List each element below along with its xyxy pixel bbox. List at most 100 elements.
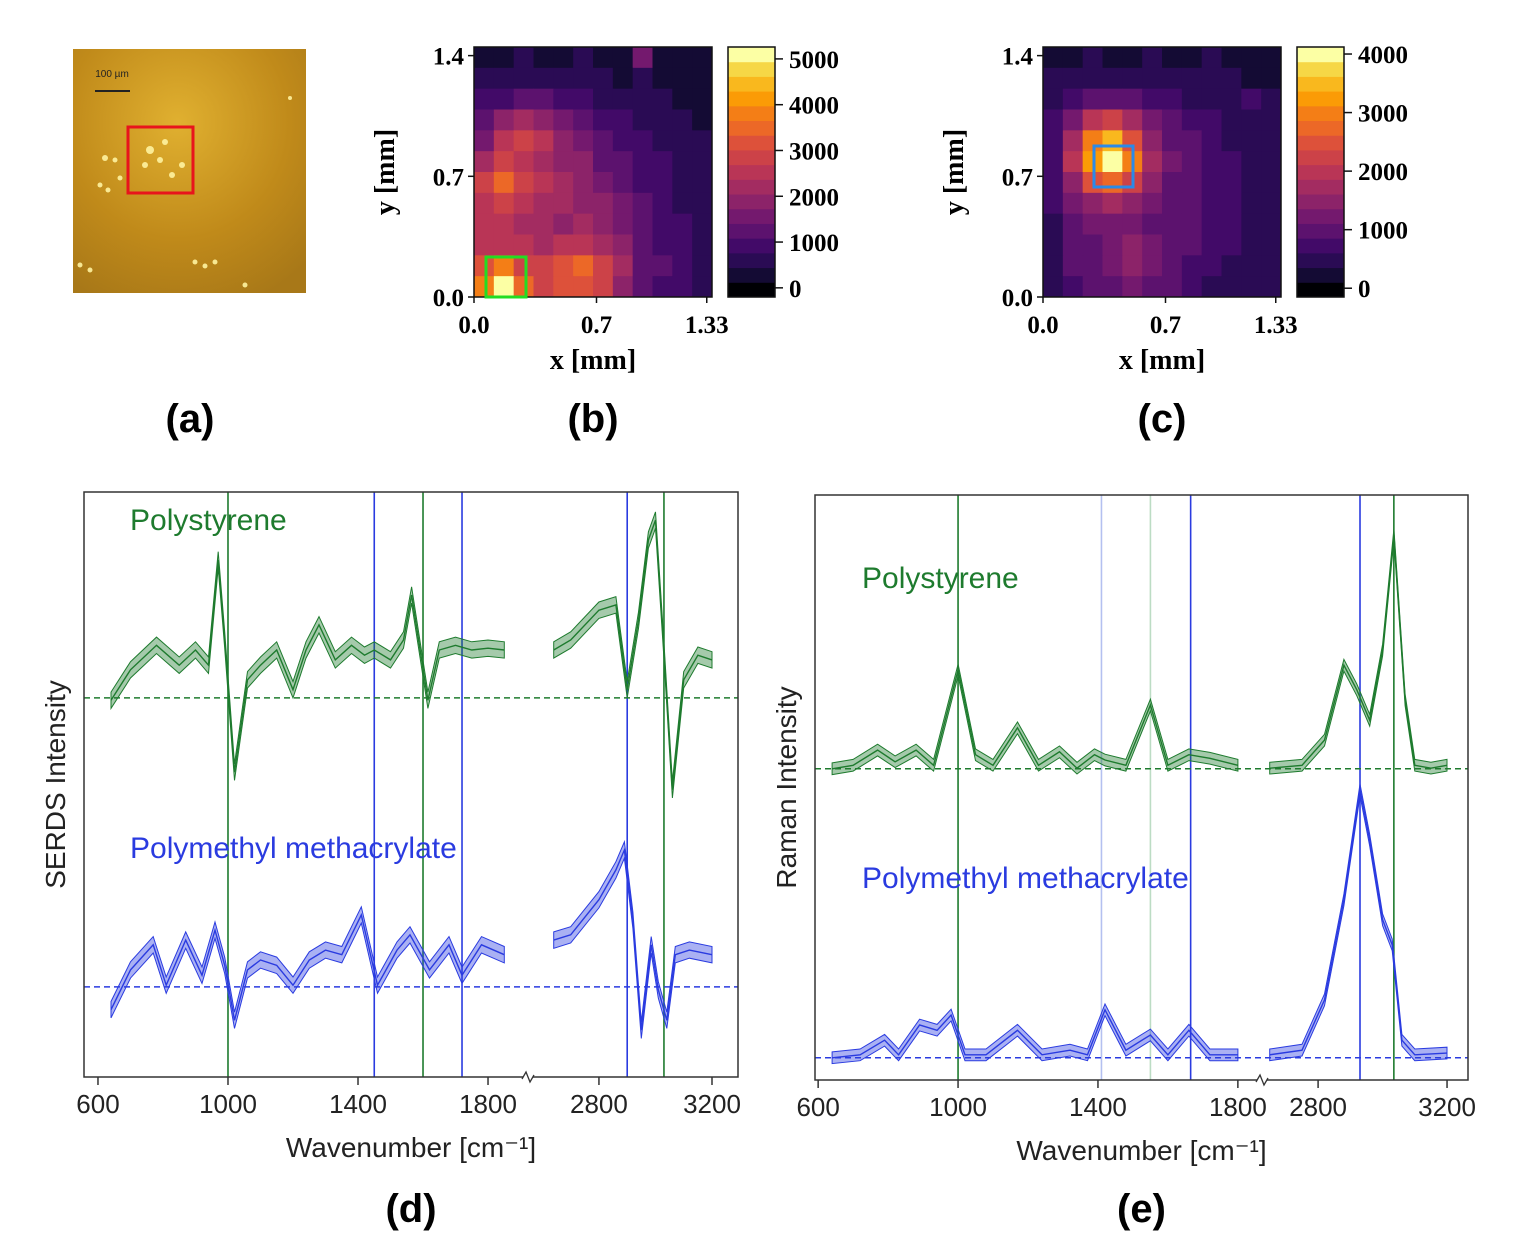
heatmap-cell [1261,172,1282,194]
heatmap-cell [474,172,495,194]
heatmap-cell [593,47,614,69]
heatmap-cell [1162,88,1183,110]
heatmap-cell [1162,67,1183,90]
colorbar-tick-label: 3000 [1358,101,1408,128]
colorbar-step [728,223,775,239]
colorbar-step [728,61,775,77]
colorbar-step [1297,120,1344,136]
heatmap-cell [1102,172,1123,194]
heatmap-cell [1181,255,1203,277]
x-tick-label: 2800 [1289,1092,1347,1122]
heatmap-cell [1201,213,1222,235]
heatmap-cell [533,255,554,277]
heatmap-cell [1261,47,1282,69]
heatmap-cell [632,130,653,152]
heatmap-cell [612,276,634,298]
heatmap-cell [1201,276,1222,298]
x-tick-label: 1.33 [1254,312,1298,339]
heatmap-cell [1102,192,1123,215]
spectrum-line [832,789,1448,1059]
heatmap-cell [573,130,594,152]
heatmap-cell [1221,192,1242,215]
colorbar-step [728,208,775,224]
heatmap-cell [573,213,594,235]
heatmap-cell [1181,67,1203,90]
heatmap-cell [593,88,614,110]
heatmap-cell [493,151,515,173]
colorbar-tick-label: 4000 [1358,42,1408,69]
heatmap-cell [1122,213,1143,235]
heatmap-cell [474,192,495,215]
heatmap-cell [1241,192,1262,215]
heatmap-cell [593,192,614,215]
panel-label: (e) [1117,1187,1166,1231]
heatmap-cell [513,88,534,110]
y-tick-label: 1.4 [1002,44,1034,71]
heatmap-cell [1162,192,1183,215]
heatmap-cell [652,234,673,256]
heatmap-cell [1062,67,1084,90]
legend-label: Polystyrene [862,562,1019,595]
panel-label: (b) [567,397,618,441]
x-tick-label: 1800 [459,1089,517,1119]
heatmap-cell [1043,47,1064,69]
heatmap-cell [652,47,673,69]
heatmap-cell [1142,47,1163,69]
heatmap-cell [1162,47,1183,69]
heatmap-cell [652,67,673,90]
colorbar-step [728,91,775,107]
heatmap-cell [1201,255,1222,277]
plot-frame [814,494,1469,1081]
heatmap-cell [1142,172,1163,194]
heatmap-cell [1142,109,1163,131]
heatmap-cell [1181,109,1203,131]
heatmap-cell [1062,255,1084,277]
heatmap-cell [1043,109,1064,131]
heatmap-cell [533,109,554,131]
heatmap-cell [1261,109,1282,131]
heatmap-cell [1102,255,1123,277]
heatmap-cell [1261,88,1282,110]
heatmap-cell [593,234,614,256]
heatmap-cell [553,234,574,256]
colorbar-frame [727,46,776,298]
colorbar-step [728,105,775,122]
heatmap-cell [1221,276,1242,298]
heatmap-cell [1181,130,1203,152]
colorbar-frame [1296,46,1345,298]
heatmap-cell [1241,47,1262,69]
heatmap-cell [1082,67,1103,90]
heatmap-cell [513,47,534,69]
spectrum-line [110,519,713,790]
heatmap-cell [1241,172,1262,194]
heatmap-cell [573,109,594,131]
heatmap-cell [1102,47,1123,69]
heatmap-cell [692,255,713,277]
heatmap-cell [533,130,554,152]
x-tick-label: 1000 [199,1089,257,1119]
heatmap-cell [672,255,693,277]
colorbar-step [1297,267,1344,283]
heatmap-cell [573,151,594,173]
plot-frame [473,46,713,298]
heatmap-cell [692,67,713,90]
heatmap-cell [1142,88,1163,110]
heatmap-cell [1201,192,1222,215]
heatmap-cell [632,67,653,90]
heatmap-cell [1102,151,1123,173]
heatmap-cell [692,213,713,235]
heatmap-cell [1162,109,1183,131]
heatmap-cell [652,255,673,277]
heatmap-cell [533,172,554,194]
heatmap-cell [612,151,634,173]
heatmap-cell [672,192,693,215]
heatmap-cell [1062,47,1084,69]
heatmap-cell [533,192,554,215]
heatmap-cell [652,109,673,131]
heatmap-cell [612,255,634,277]
heatmap-cell [573,67,594,90]
x-tick-label: 0.7 [581,312,612,339]
heatmap-cell [1043,130,1064,152]
heatmap-cell [533,47,554,69]
